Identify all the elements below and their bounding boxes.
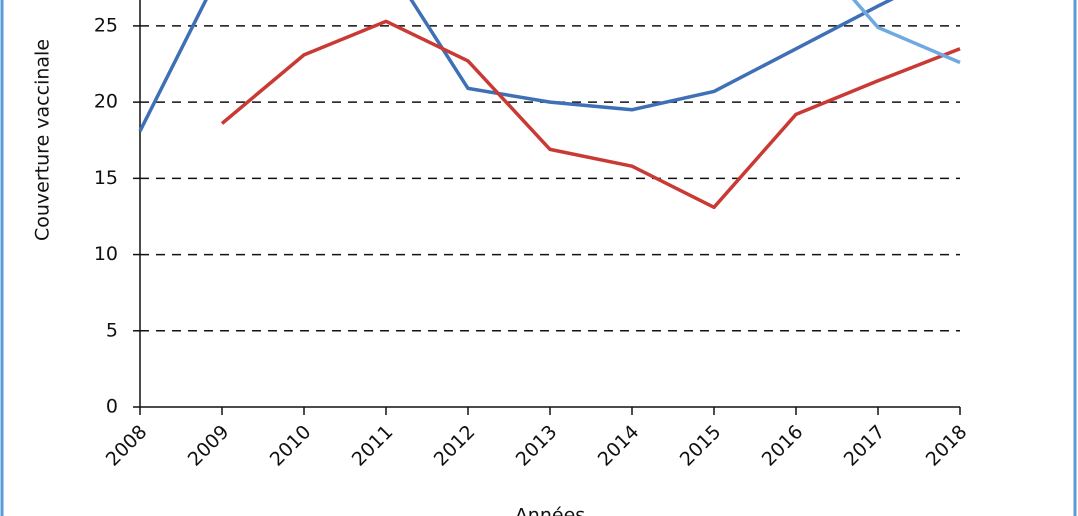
y-tick-label: 0 bbox=[106, 396, 118, 418]
x-tick-label: 2017 bbox=[840, 421, 890, 471]
line-series bbox=[220, 19, 961, 210]
x-tick-label: 2016 bbox=[758, 421, 808, 471]
line-series bbox=[138, 0, 895, 132]
x-tick-label: 2018 bbox=[922, 421, 972, 471]
x-tick-label: 2009 bbox=[184, 421, 234, 471]
y-tick-label: 5 bbox=[106, 319, 118, 341]
x-tick-label: 2013 bbox=[512, 421, 562, 471]
x-tick-label: 2015 bbox=[676, 421, 726, 471]
y-tick-label: 25 bbox=[94, 14, 118, 36]
y-tick-label: 20 bbox=[94, 91, 118, 113]
x-tick-label: 2014 bbox=[594, 421, 644, 471]
y-tick-label: 10 bbox=[94, 243, 118, 265]
x-tick-label: 2012 bbox=[430, 421, 480, 471]
x-tick-label: 2011 bbox=[348, 421, 398, 471]
x-tick-label: 2010 bbox=[266, 421, 316, 471]
y-tick-label: 15 bbox=[94, 167, 118, 189]
x-tick-label: 2008 bbox=[102, 421, 152, 471]
y-axis-label: Couverture vaccinale bbox=[32, 39, 54, 241]
line-series bbox=[851, 0, 961, 65]
x-axis-label: Années bbox=[515, 505, 585, 516]
